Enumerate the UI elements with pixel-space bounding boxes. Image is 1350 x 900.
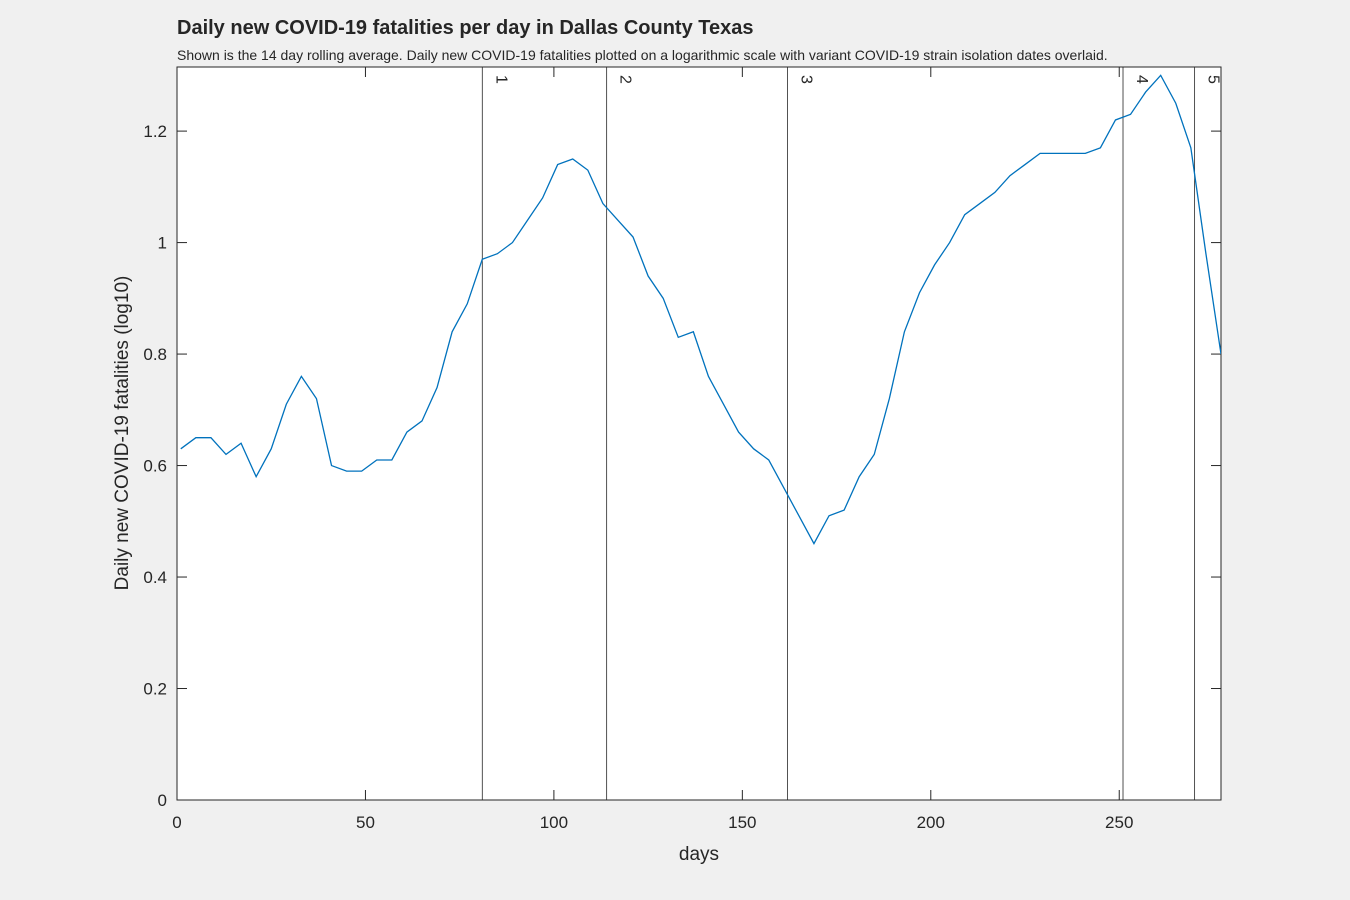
y-tick-label: 1 xyxy=(158,234,167,253)
y-axis-label: Daily new COVID-19 fatalities (log10) xyxy=(112,276,133,591)
variant-label: 3 xyxy=(798,75,815,84)
plot-clip xyxy=(180,74,1221,545)
variant-label: 1 xyxy=(492,75,509,84)
y-tick-label: 0.6 xyxy=(143,457,167,476)
variant-label: 2 xyxy=(617,75,634,84)
x-axis-label: days xyxy=(679,844,719,865)
y-tick-label: 0 xyxy=(158,791,167,810)
y-tick-label: 1.2 xyxy=(143,122,167,141)
x-tick-label: 50 xyxy=(356,813,375,832)
chart-subtitle: Shown is the 14 day rolling average. Dai… xyxy=(177,47,1108,63)
plot-area xyxy=(176,66,1222,801)
y-tick-label: 0.4 xyxy=(143,568,167,587)
data-line xyxy=(180,74,1221,545)
x-tick-label: 150 xyxy=(728,813,756,832)
y-tick-label: 0.2 xyxy=(143,680,167,699)
x-tick-label: 250 xyxy=(1105,813,1133,832)
variant-label: 4 xyxy=(1133,75,1150,84)
variant-label: 5 xyxy=(1205,75,1222,84)
chart-title: Daily new COVID-19 fatalities per day in… xyxy=(177,17,753,39)
x-tick-label: 200 xyxy=(917,813,945,832)
y-tick-label: 0.8 xyxy=(143,345,167,364)
x-tick-label: 100 xyxy=(540,813,568,832)
x-tick-label: 0 xyxy=(172,813,181,832)
